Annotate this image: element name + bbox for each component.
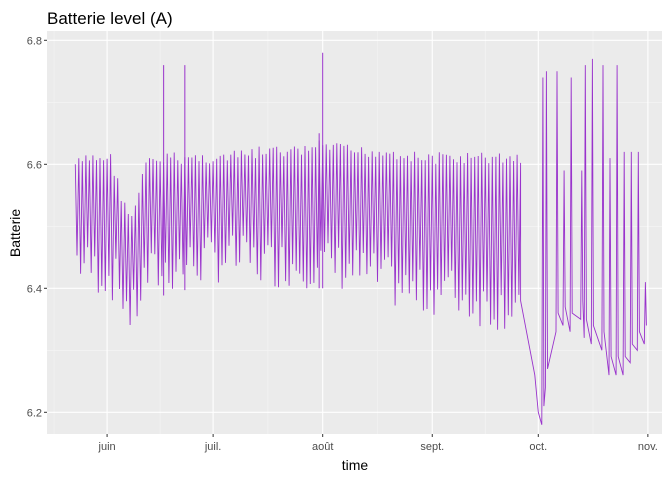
x-tick-label: août (312, 441, 333, 453)
y-tick-label: 6.4 (27, 283, 42, 295)
x-tick-label: sept. (420, 441, 444, 453)
x-tick-label: juin (98, 441, 116, 453)
x-tick-label: oct. (529, 441, 547, 453)
y-axis-title: Batterie (7, 209, 23, 257)
y-axis-ticks: 6.2 6.4 6.6 6.8 (27, 35, 47, 419)
y-tick-label: 6.6 (27, 159, 42, 171)
plot-panel (47, 31, 662, 434)
x-tick-label: nov. (638, 441, 658, 453)
y-tick-label: 6.8 (27, 35, 42, 47)
series-batterie (74, 52, 647, 425)
grid-minor (47, 31, 662, 434)
x-tick-label: juil. (204, 441, 222, 453)
chart-title: Batterie level (A) (47, 9, 173, 28)
x-axis-ticks: juin juil. août sept. oct. nov. (98, 434, 658, 453)
x-axis-title: time (342, 457, 369, 473)
y-tick-label: 6.2 (27, 407, 42, 419)
